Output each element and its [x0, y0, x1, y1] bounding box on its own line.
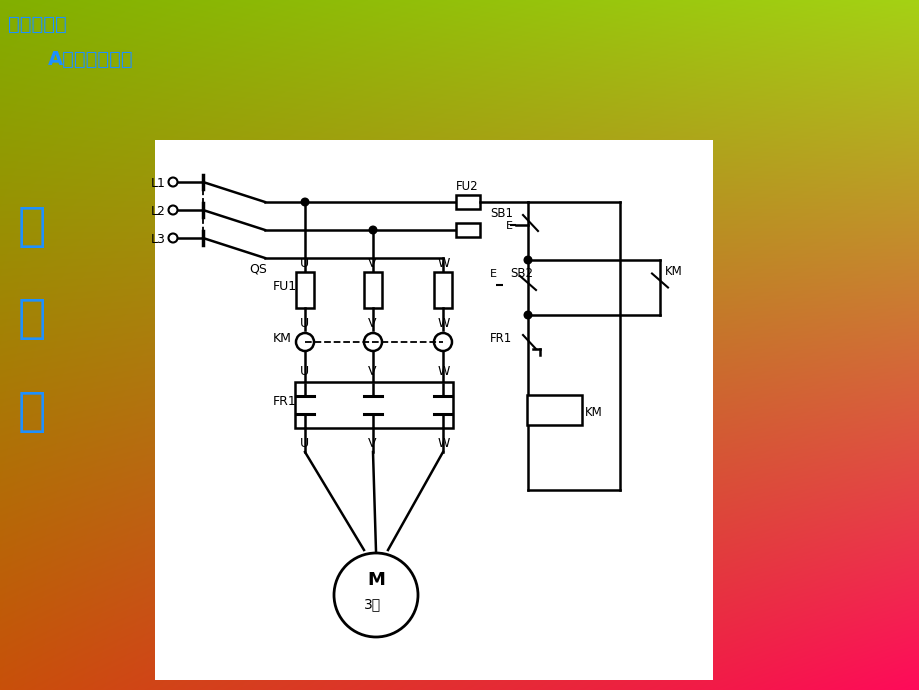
- Text: SB2: SB2: [509, 267, 532, 280]
- Circle shape: [369, 226, 377, 234]
- Text: 3～: 3～: [364, 597, 380, 611]
- Bar: [296, 272, 313, 308]
- Circle shape: [301, 198, 309, 206]
- Text: 两地为例：: 两地为例：: [8, 15, 67, 34]
- Bar: [154, 140, 712, 680]
- Text: V: V: [368, 437, 376, 450]
- Text: M: M: [367, 571, 384, 589]
- Text: FU2: FU2: [456, 180, 478, 193]
- Bar: [456, 195, 480, 209]
- Text: KM: KM: [273, 332, 291, 345]
- Text: 路: 路: [18, 297, 46, 342]
- Text: U: U: [300, 317, 309, 330]
- Text: QS: QS: [249, 262, 267, 275]
- Bar: [527, 395, 582, 425]
- Bar: [456, 223, 480, 237]
- Text: W: W: [437, 257, 450, 270]
- Text: U: U: [300, 257, 309, 270]
- Bar: [364, 272, 381, 308]
- Text: FU1: FU1: [273, 280, 297, 293]
- Text: KM: KM: [584, 406, 602, 419]
- Circle shape: [524, 256, 531, 264]
- Text: V: V: [368, 257, 376, 270]
- Text: U: U: [300, 365, 309, 378]
- Text: FR1: FR1: [490, 332, 512, 345]
- Text: W: W: [437, 365, 450, 378]
- Bar: [295, 382, 452, 428]
- Text: U: U: [300, 437, 309, 450]
- Text: L2: L2: [151, 205, 165, 218]
- Text: 图: 图: [18, 390, 46, 435]
- Bar: [434, 272, 451, 308]
- Text: L3: L3: [151, 233, 165, 246]
- Text: E: E: [490, 269, 496, 279]
- Circle shape: [524, 311, 531, 319]
- Text: V: V: [368, 365, 376, 378]
- Text: W: W: [437, 437, 450, 450]
- Text: 电: 电: [18, 205, 46, 250]
- Text: E: E: [505, 221, 513, 231]
- Text: KM: KM: [664, 264, 682, 277]
- Text: SB1: SB1: [490, 207, 513, 220]
- Text: L1: L1: [151, 177, 165, 190]
- Text: V: V: [368, 317, 376, 330]
- Text: W: W: [437, 317, 450, 330]
- Text: FR1: FR1: [273, 395, 297, 408]
- Text: A地：控制电路: A地：控制电路: [48, 50, 133, 69]
